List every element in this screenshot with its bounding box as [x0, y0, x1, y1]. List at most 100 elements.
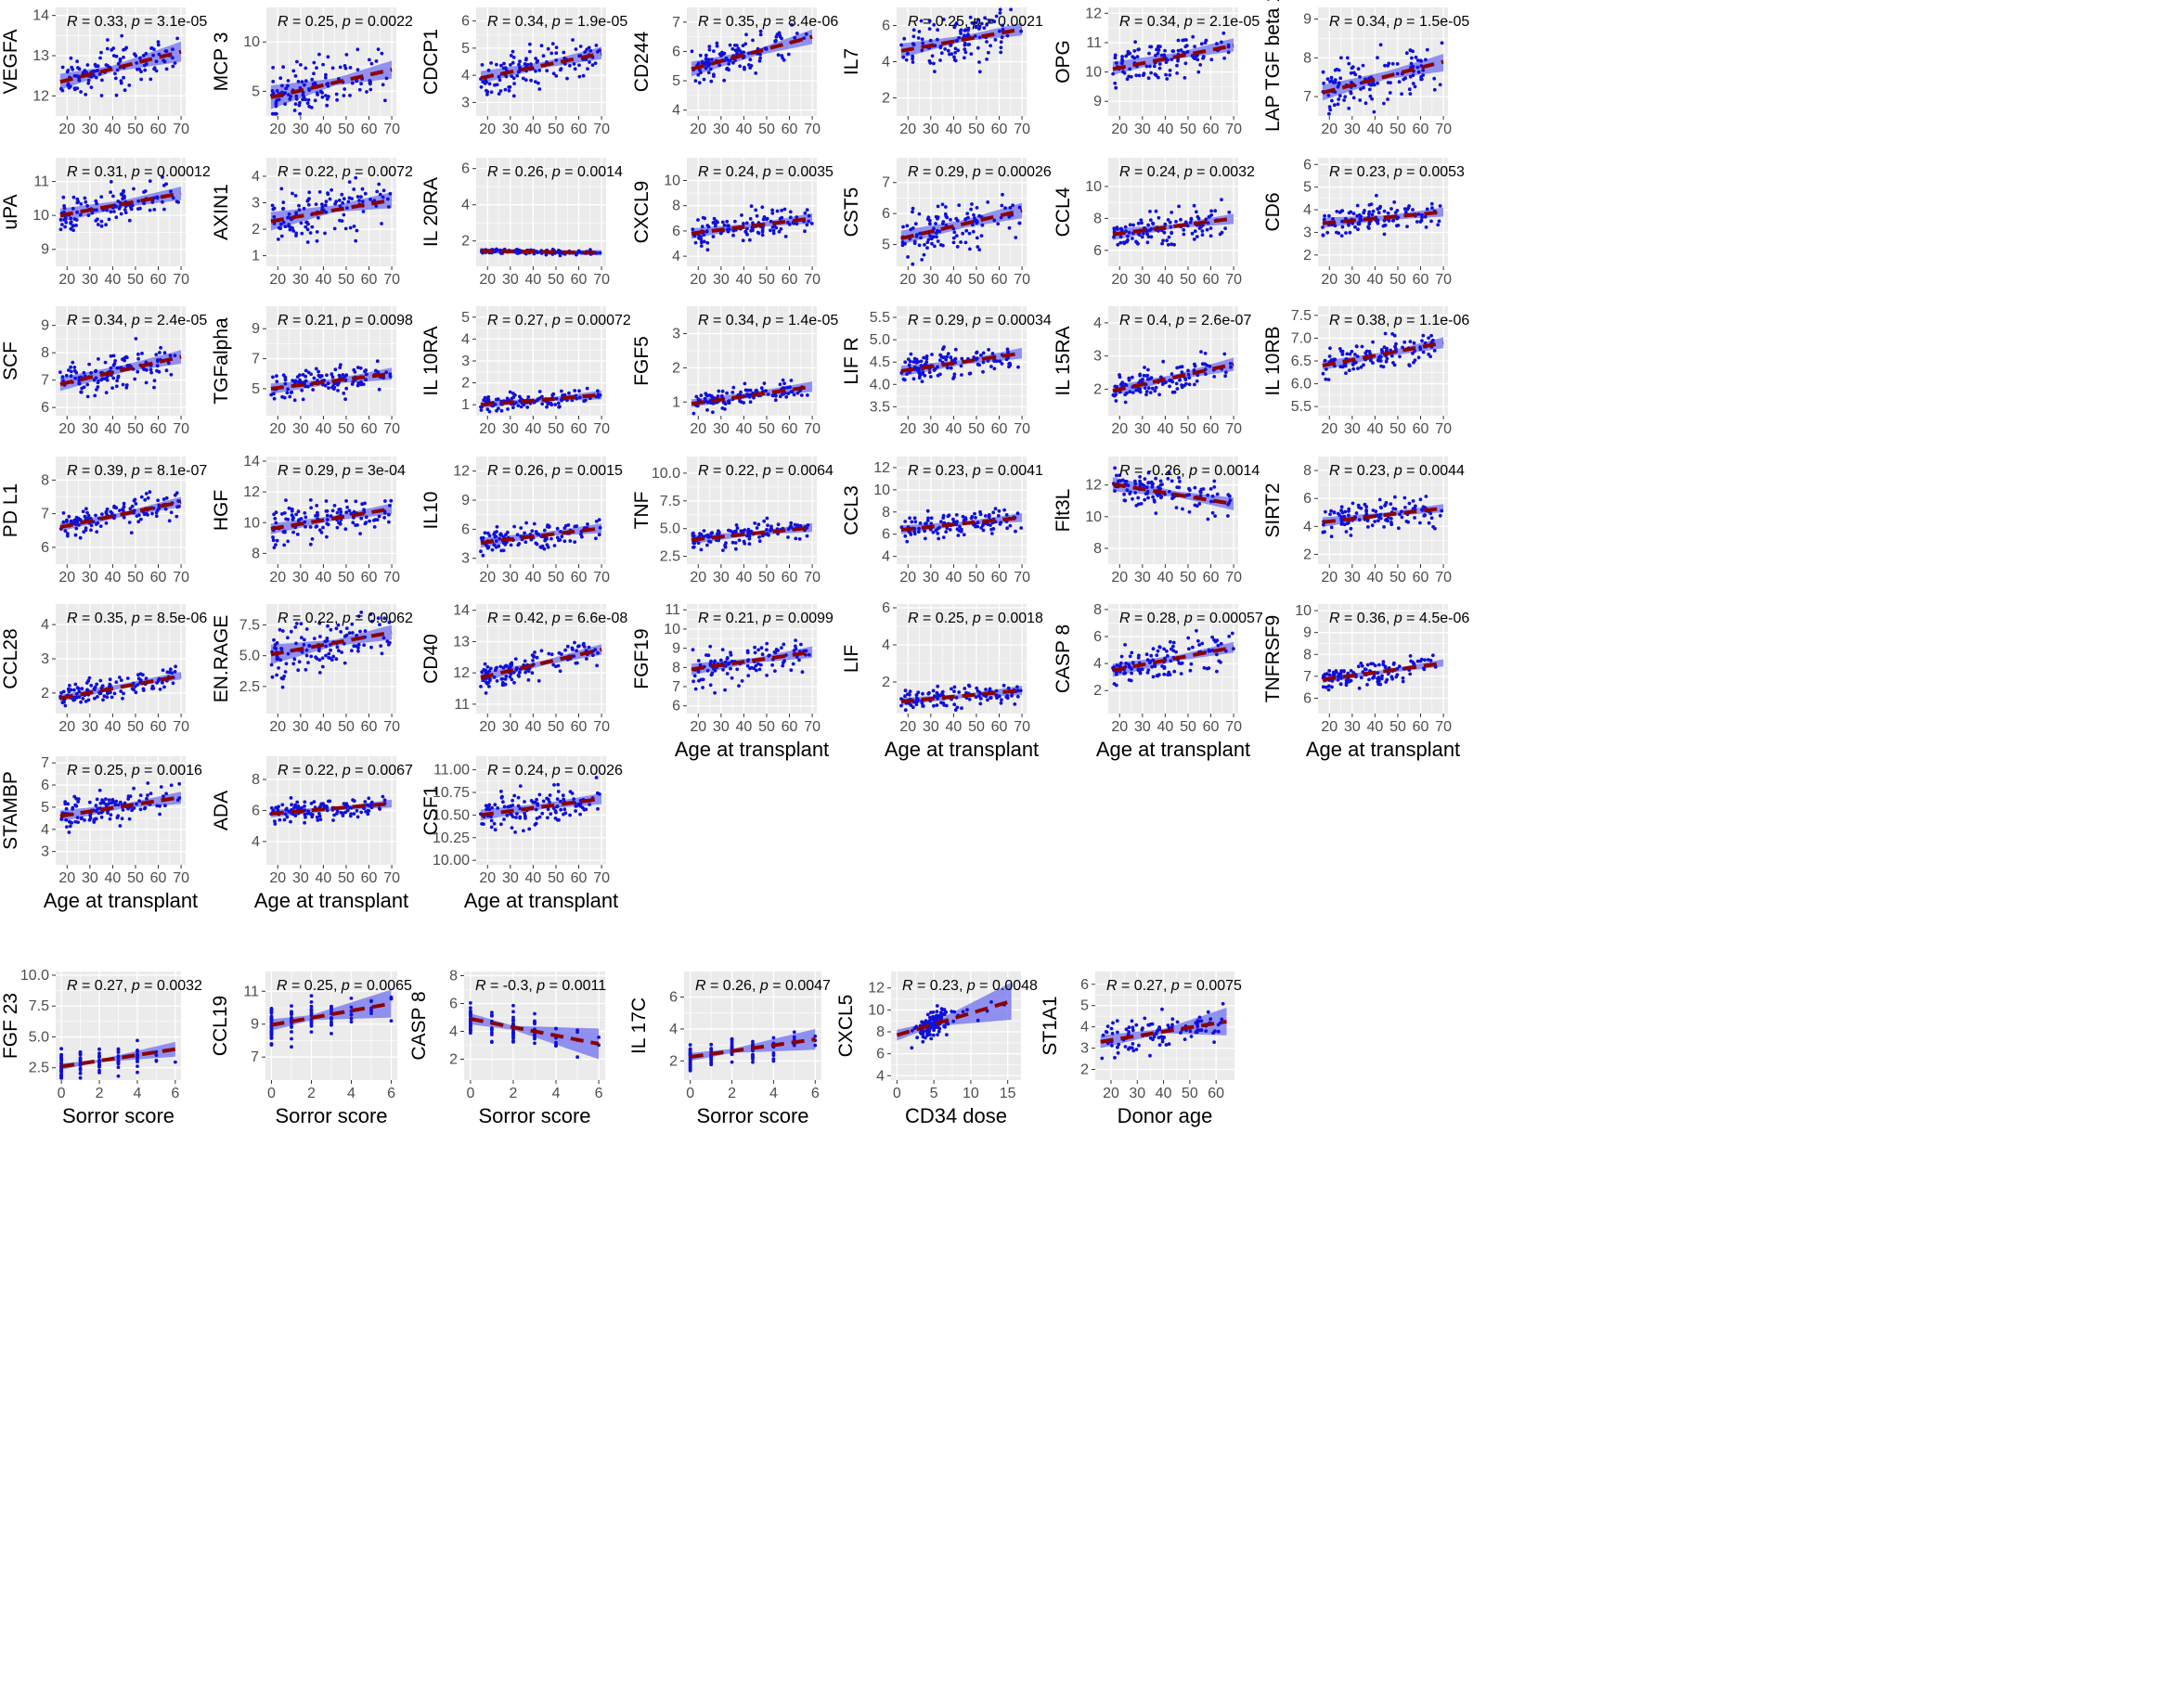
data-point [480, 670, 485, 675]
data-point [696, 72, 701, 77]
data-point [769, 529, 772, 533]
data-point [122, 75, 126, 80]
data-point [355, 195, 360, 199]
data-point [795, 222, 799, 226]
data-point [301, 397, 305, 402]
data-point [514, 401, 518, 405]
data-point [1123, 225, 1128, 229]
data-point [270, 203, 275, 208]
data-point [1118, 473, 1122, 478]
data-point [280, 512, 284, 516]
data-point [89, 371, 93, 375]
data-point [1008, 206, 1013, 210]
y-tick-label: 2 [1093, 381, 1102, 397]
x-tick-label: 50 [338, 719, 355, 735]
data-point [955, 245, 960, 249]
data-point [1424, 225, 1428, 229]
data-point [912, 516, 917, 521]
x-tick-label: 50 [127, 719, 144, 735]
data-point [942, 355, 947, 360]
data-point [1204, 217, 1208, 222]
data-point [974, 516, 977, 520]
data-point [945, 215, 950, 220]
data-point [938, 45, 943, 50]
x-tick-label: 70 [593, 122, 610, 137]
data-point [1154, 476, 1157, 481]
data-point [1176, 48, 1181, 53]
data-point [1383, 503, 1388, 507]
y-tick-label: 1 [252, 249, 260, 264]
data-point [320, 205, 325, 209]
data-point [1429, 516, 1434, 521]
data-point [704, 53, 708, 58]
data-point [303, 511, 307, 515]
data-point [705, 408, 709, 412]
data-point [1360, 344, 1364, 349]
data-point [598, 48, 601, 53]
data-point [515, 73, 520, 78]
data-point [720, 389, 725, 393]
data-point [780, 54, 784, 58]
x-tick-label: 60 [571, 122, 588, 137]
data-point [920, 258, 924, 262]
y-tick-label: 10 [32, 208, 49, 224]
data-point [1162, 230, 1167, 235]
data-point [155, 364, 160, 368]
data-point [321, 525, 325, 530]
data-point [1329, 79, 1334, 84]
data-point [523, 78, 528, 83]
data-point [764, 46, 769, 50]
data-point [1175, 63, 1179, 68]
data-point [368, 87, 373, 92]
data-point [97, 379, 100, 383]
data-point [699, 547, 704, 552]
data-point [575, 252, 578, 257]
data-point [1208, 487, 1213, 491]
data-point [323, 383, 328, 388]
data-point [270, 675, 275, 679]
data-point [1144, 393, 1148, 397]
data-point [1321, 225, 1325, 229]
x-tick-label: 70 [173, 570, 189, 586]
data-point [162, 59, 167, 64]
data-point [932, 22, 937, 27]
y-tick-label: 10 [873, 483, 890, 498]
data-point [806, 523, 810, 527]
data-point [82, 530, 86, 534]
data-point [1176, 38, 1181, 43]
data-point [1383, 63, 1387, 68]
data-point [122, 505, 126, 509]
x-tick-label: 20 [1111, 421, 1128, 437]
data-point [1428, 354, 1432, 359]
data-point [113, 76, 118, 81]
data-point [76, 74, 80, 78]
data-point [495, 524, 499, 529]
data-point [136, 352, 140, 356]
data-point [1161, 238, 1165, 243]
x-tick-label: 60 [782, 272, 798, 288]
data-point [288, 97, 292, 101]
data-point [323, 639, 328, 644]
data-point [924, 356, 929, 361]
x-tick-label: 70 [383, 421, 400, 437]
data-point [583, 50, 588, 54]
x-tick-label: 40 [736, 570, 753, 586]
data-point [104, 63, 109, 67]
x-tick-label: 30 [502, 272, 519, 288]
data-point [704, 58, 708, 61]
data-point [1004, 513, 1009, 517]
data-point [734, 547, 738, 551]
data-point [932, 368, 937, 372]
data-point [1367, 203, 1372, 207]
data-point [141, 54, 146, 58]
data-point [805, 534, 809, 538]
data-point [324, 644, 328, 649]
y-tick-label: 8 [41, 472, 49, 488]
data-point [60, 701, 65, 705]
data-point [336, 382, 340, 387]
data-point [480, 537, 485, 542]
x-tick-label: 70 [593, 272, 610, 288]
data-point [336, 623, 341, 627]
